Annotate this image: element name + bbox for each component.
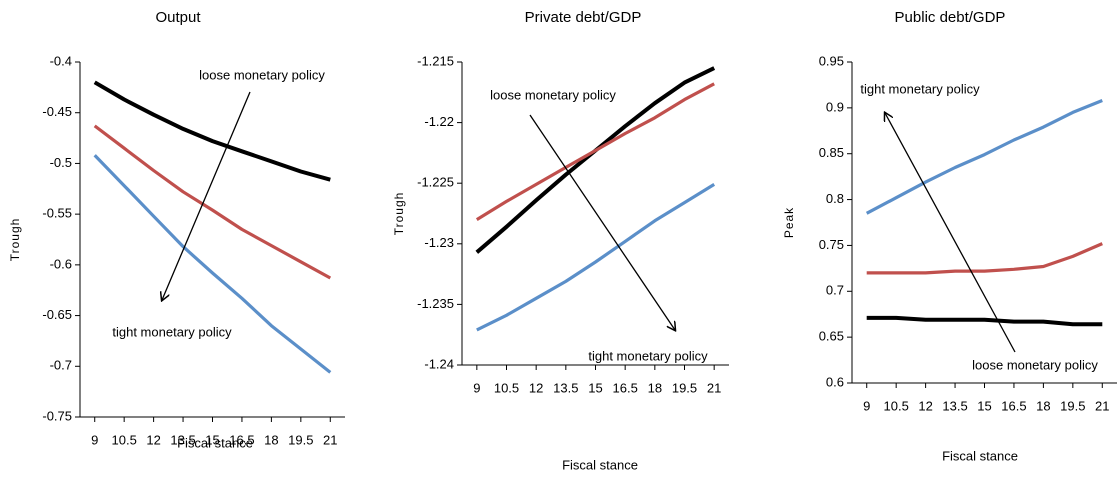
annotation: loose monetary policy: [972, 357, 1098, 372]
series-line: [475, 82, 715, 221]
x-tick-label: 15: [977, 398, 991, 413]
y-tick-label: -1.225: [417, 175, 454, 190]
y-tick-label: -0.5: [50, 155, 72, 170]
x-axis-label: Fiscal stance: [177, 435, 253, 450]
x-tick-label: 21: [1095, 398, 1109, 413]
x-tick-label: 16.5: [229, 432, 254, 447]
annotation-arrow: [162, 91, 251, 300]
annotation-arrow: [885, 113, 1016, 353]
y-tick-label: 0.8: [826, 191, 844, 206]
chart: Private debt/GDP -1.215 -1.22 -1.225 -1.23 -1…: [392, 9, 729, 472]
y-tick-label: 0.9: [826, 99, 844, 114]
y-tick-label: -0.6: [50, 256, 72, 271]
series-line: [93, 124, 332, 280]
x-tick-label: 15: [205, 432, 219, 447]
x-tick-label: 18: [648, 380, 662, 395]
x-tick-label: 12: [918, 398, 932, 413]
annotation-arrow: [529, 114, 675, 330]
y-axis-label: Trough: [8, 218, 22, 262]
x-tick-label: 18: [1036, 398, 1050, 413]
annotation: tight monetary policy: [588, 348, 708, 363]
x-tick-label: 21: [707, 380, 721, 395]
x-tick-label: 19.5: [288, 432, 313, 447]
series-line: [865, 99, 1103, 215]
annotation: tight monetary policy: [860, 81, 980, 96]
x-tick-label: 10.5: [112, 432, 137, 447]
y-tick-label: 0.6: [826, 374, 844, 389]
y-tick-label: -0.45: [42, 104, 72, 119]
y-tick-label: -1.24: [424, 356, 454, 371]
y-tick-label: 0.95: [819, 53, 844, 68]
y-tick-label: -0.7: [50, 358, 72, 373]
y-tick-label: -0.55: [42, 206, 72, 221]
y-tick-label: 0.65: [819, 329, 844, 344]
y-axis-label: Trough: [392, 192, 406, 236]
x-tick-label: 10.5: [884, 398, 909, 413]
x-tick-label: 9: [91, 432, 98, 447]
y-tick-label: -1.235: [417, 296, 454, 311]
annotation: loose monetary policy: [199, 67, 325, 82]
x-tick-label: 12: [529, 380, 543, 395]
chart-title: Private debt/GDP: [525, 9, 642, 26]
x-tick-label: 10.5: [494, 380, 519, 395]
x-tick-label: 15: [588, 380, 602, 395]
chart: Public debt/GDP 0.95 0.9 0.85 0.8 0.75 0.7 0.65…: [782, 9, 1117, 463]
x-tick-label: 19.5: [1060, 398, 1085, 413]
chart-title: Output: [155, 9, 201, 26]
series-line: [866, 315, 1103, 327]
x-tick-label: 9: [863, 398, 870, 413]
y-tick-label: -0.65: [42, 307, 72, 322]
x-tick-label: 12: [146, 432, 160, 447]
x-tick-label: 16.5: [613, 380, 638, 395]
x-tick-label: 19.5: [672, 380, 697, 395]
y-tick-label: -1.215: [417, 53, 454, 68]
x-tick-label: 16.5: [1001, 398, 1026, 413]
y-axis-label: Peak: [782, 207, 796, 238]
x-tick-label: 13.5: [170, 432, 195, 447]
annotation: tight monetary policy: [112, 324, 232, 339]
x-axis-label: Fiscal stance: [942, 448, 1018, 463]
series-line: [93, 154, 332, 374]
x-tick-label: 21: [323, 432, 337, 447]
y-tick-label: -1.23: [424, 235, 454, 250]
y-tick-label: 0.85: [819, 145, 844, 160]
x-tick-label: 18: [264, 432, 278, 447]
chart-title: Public debt/GDP: [895, 9, 1006, 26]
annotation: loose monetary policy: [490, 87, 616, 102]
y-tick-label: -0.75: [42, 408, 72, 423]
y-tick-label: 0.7: [826, 283, 844, 298]
x-tick-label: 13.5: [553, 380, 578, 395]
x-axis-label: Fiscal stance: [562, 457, 638, 472]
series-line: [476, 183, 716, 332]
y-tick-label: -1.22: [424, 114, 454, 129]
series-line: [866, 242, 1103, 275]
x-tick-label: 9: [473, 380, 480, 395]
y-tick-label: 0.75: [819, 237, 844, 252]
chart: Output -0.4 -0.45 -0.5 -0.55 -0.6 -0.65 -0.7 -0.…: [8, 9, 345, 450]
series-line: [93, 80, 331, 182]
x-tick-label: 13.5: [942, 398, 967, 413]
y-tick-label: -0.4: [50, 53, 72, 68]
